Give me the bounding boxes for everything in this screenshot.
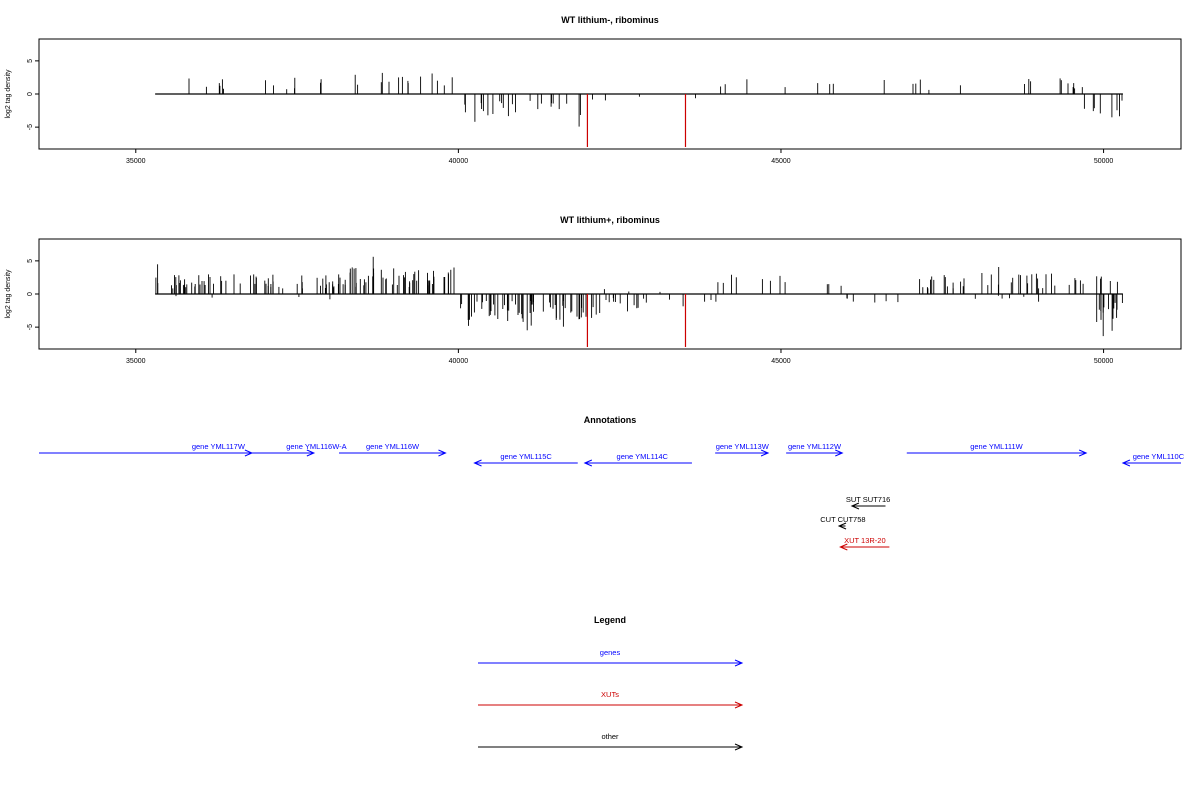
legend-item-xuts: XUTs bbox=[478, 690, 744, 709]
legend-item-label: genes bbox=[600, 648, 621, 657]
y-tick-label: -5 bbox=[27, 324, 34, 330]
feature-gene-yml111w: gene YML111W bbox=[906, 442, 1088, 457]
annotation-track: Annotations gene YML117W gene YML116W-A ge… bbox=[39, 415, 1185, 551]
feature-label: CUT CUT758 bbox=[820, 515, 865, 524]
panel-1-ylabel: log2 tag density bbox=[5, 69, 12, 119]
legend-item-label: XUTs bbox=[601, 690, 619, 699]
feature-gene-yml112w: gene YML112W bbox=[786, 442, 844, 457]
legend-title: Legend bbox=[594, 615, 626, 625]
panel-2-bars bbox=[155, 256, 1123, 337]
feature-arrowhead bbox=[839, 543, 848, 551]
feature-arrowhead bbox=[835, 449, 844, 457]
x-tick-label: 45000 bbox=[771, 358, 791, 365]
y-tick-label: 5 bbox=[27, 259, 34, 263]
panel-1-x-axis: 35000 40000 45000 50000 bbox=[126, 149, 1113, 165]
legend: Legend genes XUTs other bbox=[478, 615, 744, 751]
feature-gene-yml116w-a: gene YML116W-A bbox=[187, 442, 347, 457]
feature-label: gene YML110C bbox=[1133, 452, 1185, 461]
x-tick-label: 35000 bbox=[126, 358, 146, 365]
feature-gene-yml110c: gene YML110C bbox=[1121, 452, 1185, 467]
feature-arrowhead bbox=[1078, 449, 1088, 457]
y-tick-label: -5 bbox=[27, 124, 34, 130]
feature-arrowhead bbox=[583, 459, 593, 467]
feature-gene-yml117w: gene YML117W bbox=[39, 442, 254, 457]
panel-2-x-axis: 35000 40000 45000 50000 bbox=[126, 349, 1113, 365]
panel-1-y-axis: -5 0 5 bbox=[27, 59, 39, 130]
feature-label: gene YML113W bbox=[716, 442, 770, 451]
feature-arrowhead bbox=[850, 502, 860, 510]
panel-2-ylabel: log2 tag density bbox=[5, 269, 12, 319]
feature-xut-13r-20: XUT 13R-20 bbox=[839, 536, 890, 551]
track-panel-2: WT lithium+, ribominus log2 tag density … bbox=[5, 215, 1182, 365]
feature-sut-sut716: SUT SUT716 bbox=[846, 495, 890, 510]
x-tick-label: 40000 bbox=[449, 158, 469, 165]
feature-arrowhead bbox=[438, 449, 447, 457]
y-tick-label: 5 bbox=[27, 59, 34, 63]
feature-arrowhead bbox=[1121, 459, 1131, 467]
panel-1-highlights bbox=[586, 94, 687, 148]
panel-1-bars bbox=[188, 72, 1123, 127]
feature-label: gene YML116W-A bbox=[286, 442, 346, 451]
panel-2-highlights bbox=[586, 294, 687, 348]
y-tick-label: 0 bbox=[27, 292, 34, 296]
panel-1-title: WT lithium-, ribominus bbox=[561, 15, 659, 25]
x-tick-label: 50000 bbox=[1094, 158, 1114, 165]
feature-gene-yml113w: gene YML113W bbox=[715, 442, 770, 457]
feature-arrowhead bbox=[837, 522, 847, 530]
legend-item-label: other bbox=[601, 732, 619, 741]
feature-arrowhead bbox=[306, 449, 316, 457]
annotations-title: Annotations bbox=[584, 415, 637, 425]
legend-item-genes: genes bbox=[478, 648, 744, 667]
feature-label: gene YML115C bbox=[500, 452, 552, 461]
feature-label: XUT 13R-20 bbox=[844, 536, 886, 545]
feature-label: SUT SUT716 bbox=[846, 495, 890, 504]
annotation-features: gene YML117W gene YML116W-A gene YML116W ge… bbox=[39, 442, 1185, 551]
legend-item-arrowhead bbox=[734, 659, 744, 667]
feature-arrowhead bbox=[473, 459, 482, 467]
y-tick-label: 0 bbox=[27, 92, 34, 96]
feature-label: gene YML114C bbox=[617, 452, 669, 461]
panel-2-title: WT lithium+, ribominus bbox=[560, 215, 660, 225]
legend-item-other: other bbox=[478, 732, 744, 751]
feature-gene-yml115c: gene YML115C bbox=[473, 452, 578, 467]
feature-arrowhead bbox=[760, 449, 770, 457]
feature-label: gene YML117W bbox=[192, 442, 246, 451]
feature-gene-yml114c: gene YML114C bbox=[583, 452, 692, 467]
feature-cut-cut758: CUT CUT758 bbox=[820, 515, 866, 530]
feature-label: gene YML112W bbox=[788, 442, 842, 451]
x-tick-label: 40000 bbox=[449, 358, 469, 365]
feature-label: gene YML111W bbox=[970, 442, 1023, 451]
legend-item-arrowhead bbox=[734, 743, 744, 751]
x-tick-label: 45000 bbox=[771, 158, 791, 165]
x-tick-label: 35000 bbox=[126, 158, 146, 165]
legend-items: genes XUTs other bbox=[478, 648, 744, 751]
legend-item-arrowhead bbox=[734, 701, 744, 709]
feature-gene-yml116w: gene YML116W bbox=[339, 442, 447, 457]
feature-label: gene YML116W bbox=[366, 442, 420, 451]
track-panel-1: WT lithium-, ribominus log2 tag density … bbox=[5, 15, 1182, 165]
x-tick-label: 50000 bbox=[1094, 358, 1114, 365]
panel-2-y-axis: -5 0 5 bbox=[27, 259, 39, 330]
